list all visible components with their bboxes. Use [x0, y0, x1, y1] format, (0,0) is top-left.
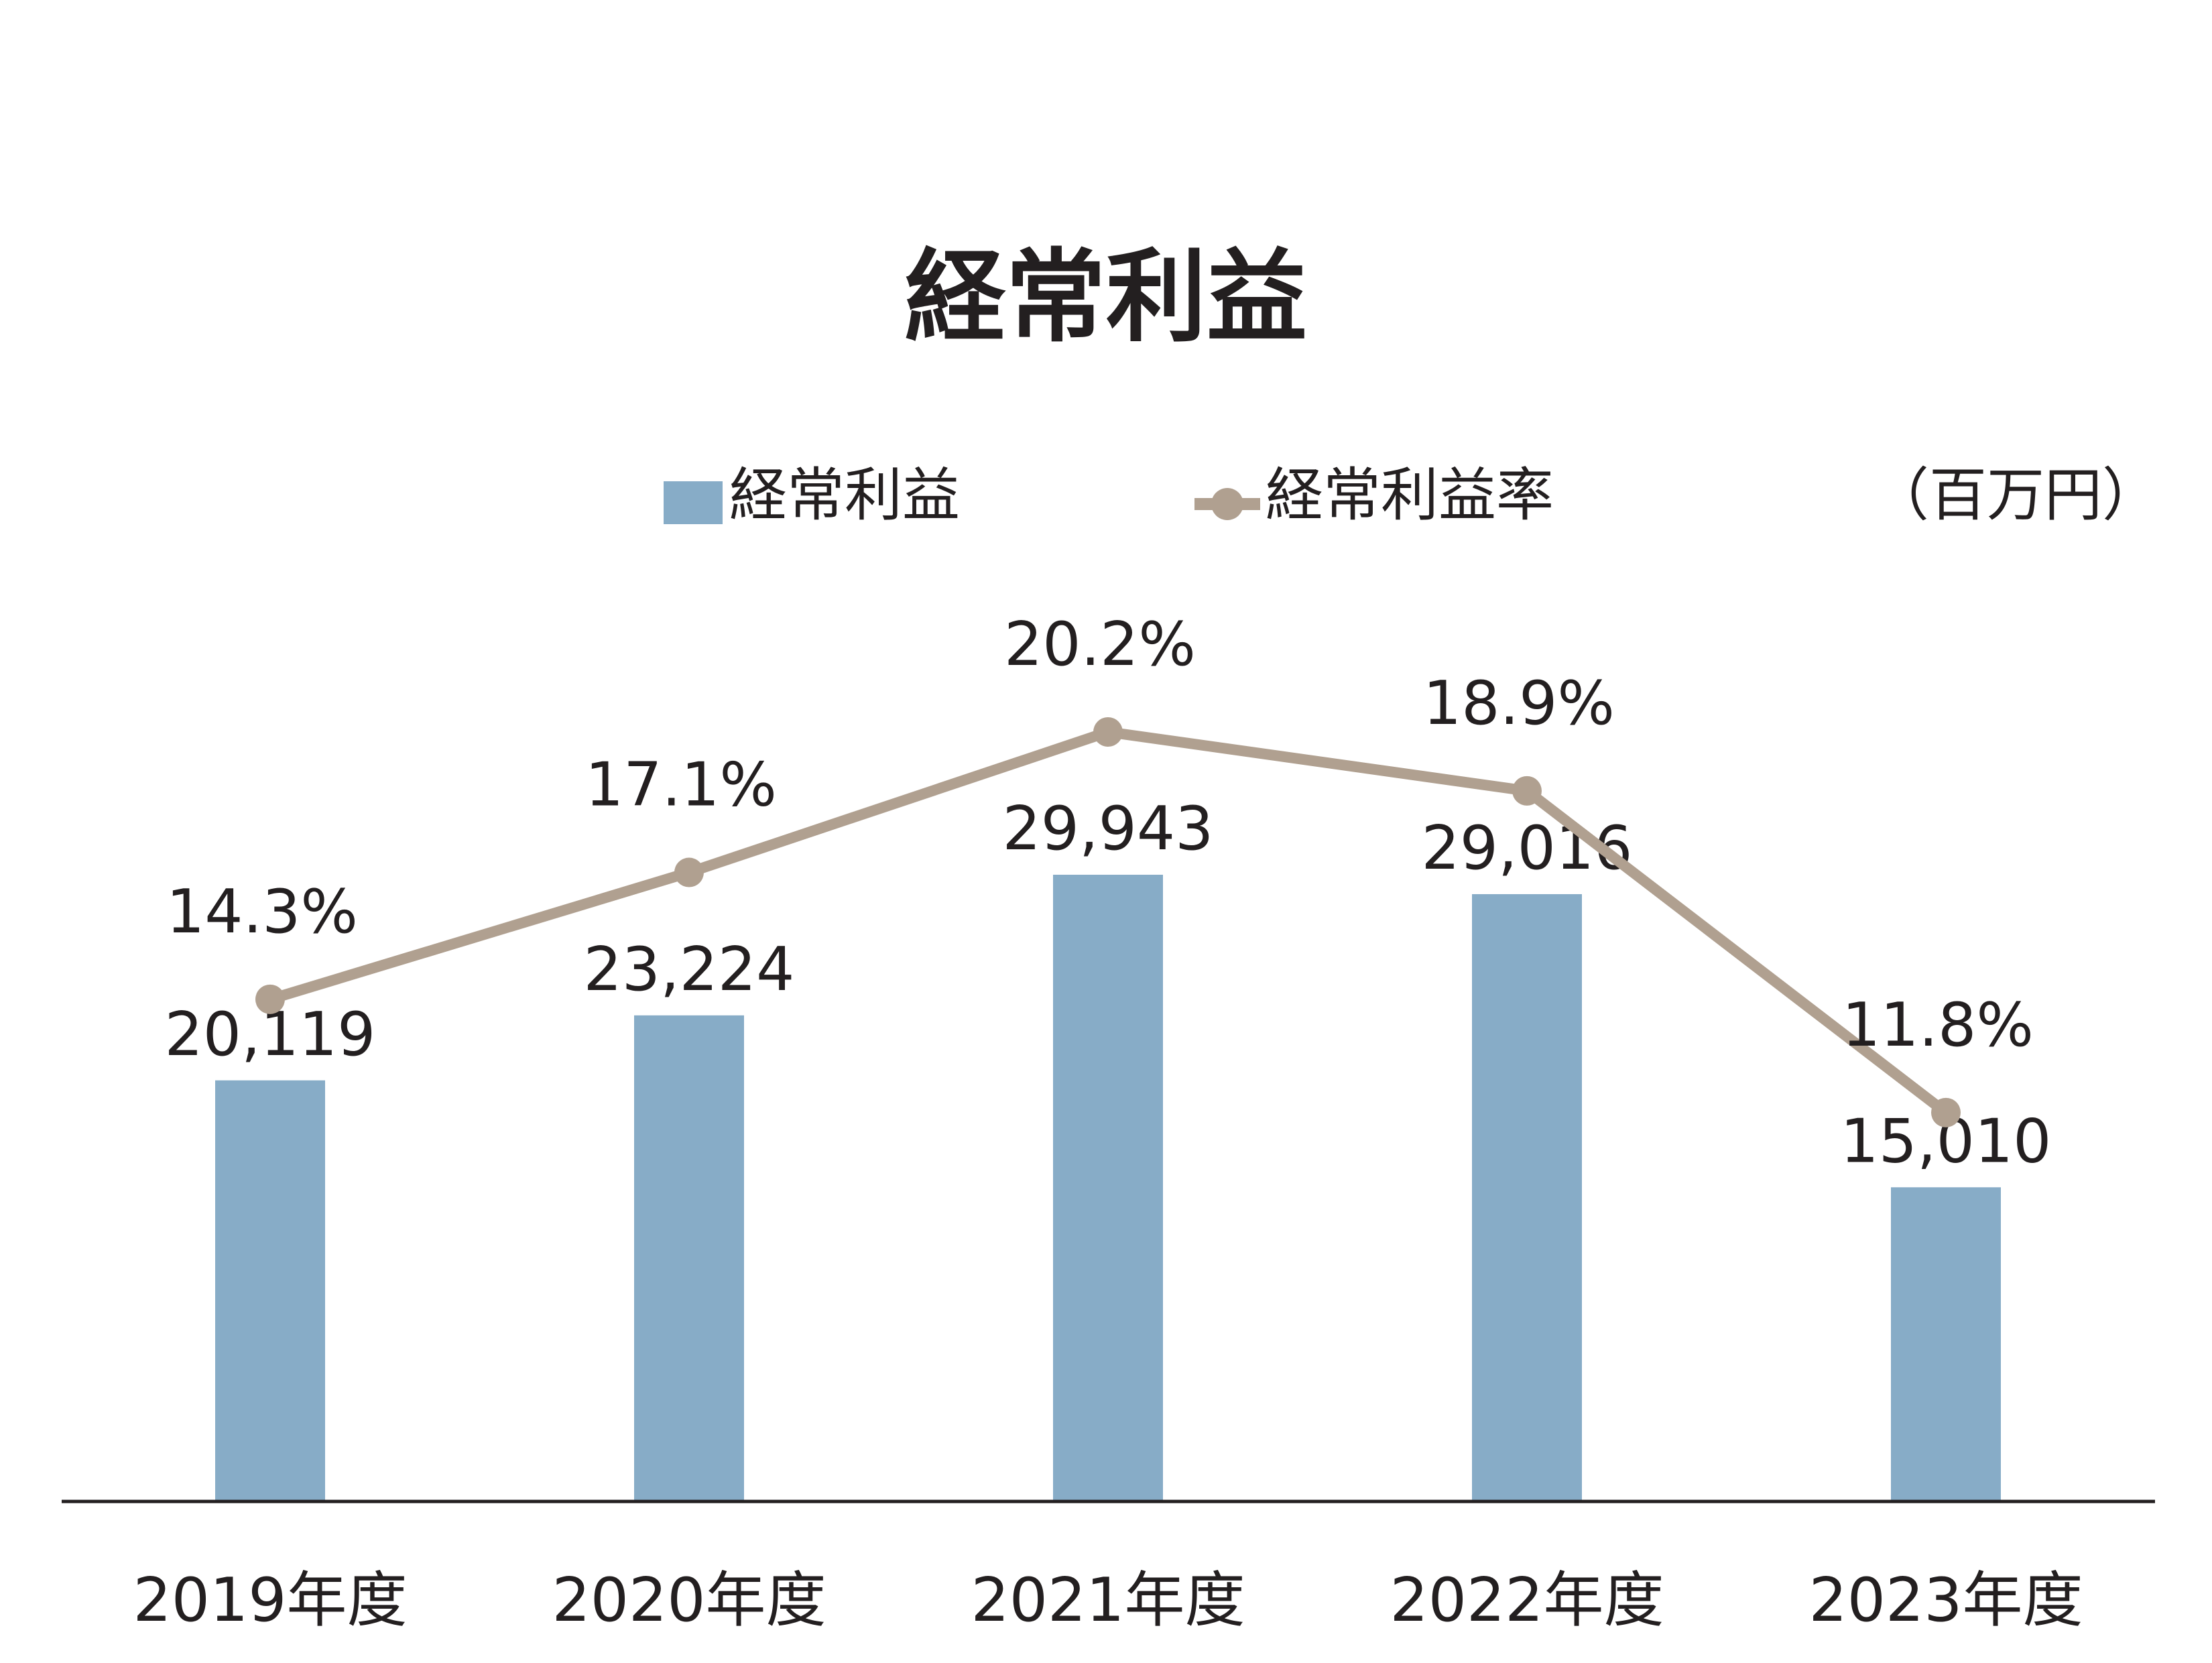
x-tick-label: 2021年度 — [971, 1565, 1245, 1636]
legend: 経常利益 経常利益率 — [664, 462, 1554, 529]
x-tick-label: 2022年度 — [1390, 1565, 1664, 1636]
legend-bar-label: 経常利益 — [729, 462, 960, 529]
bar-series — [215, 875, 2001, 1501]
x-tick-label: 2020年度 — [552, 1565, 826, 1636]
rate-value-labels: 14.3% 17.1% 20.2% 18.9% 11.8% — [166, 609, 2034, 1060]
rate-series — [255, 717, 1961, 1127]
chart-title: 経常利益 — [905, 239, 1307, 356]
rate-point — [674, 857, 704, 887]
bar-2021年度 — [1053, 875, 1163, 1501]
x-tick-label: 2023年度 — [1808, 1565, 2083, 1636]
x-tick-label: 2019年度 — [133, 1565, 407, 1636]
bar-2020年度 — [634, 1015, 744, 1501]
legend-bar-swatch — [664, 481, 723, 524]
rate-value-label: 17.1% — [585, 750, 777, 820]
rate-point — [255, 984, 285, 1014]
unit-label: （百万円） — [1871, 462, 2160, 529]
rate-point — [1931, 1097, 1961, 1127]
rate-point — [1512, 776, 1542, 806]
bar-value-label: 29,943 — [1003, 794, 1214, 864]
rate-value-label: 11.8% — [1842, 990, 2034, 1060]
bar-2023年度 — [1891, 1187, 2001, 1501]
bar-2022年度 — [1472, 894, 1582, 1501]
bar-value-label: 23,224 — [584, 934, 795, 1005]
legend-line-label: 経常利益率 — [1266, 462, 1554, 529]
rate-point — [1093, 717, 1123, 747]
legend-line-marker — [1211, 488, 1243, 520]
rate-value-label: 20.2% — [1004, 609, 1196, 680]
rate-value-label: 18.9% — [1423, 668, 1615, 739]
bar-2019年度 — [215, 1080, 325, 1501]
x-axis-tick-labels: 2019年度 2020年度 2021年度 2022年度 2023年度 — [133, 1565, 2083, 1636]
rate-value-label: 14.3% — [166, 877, 358, 947]
